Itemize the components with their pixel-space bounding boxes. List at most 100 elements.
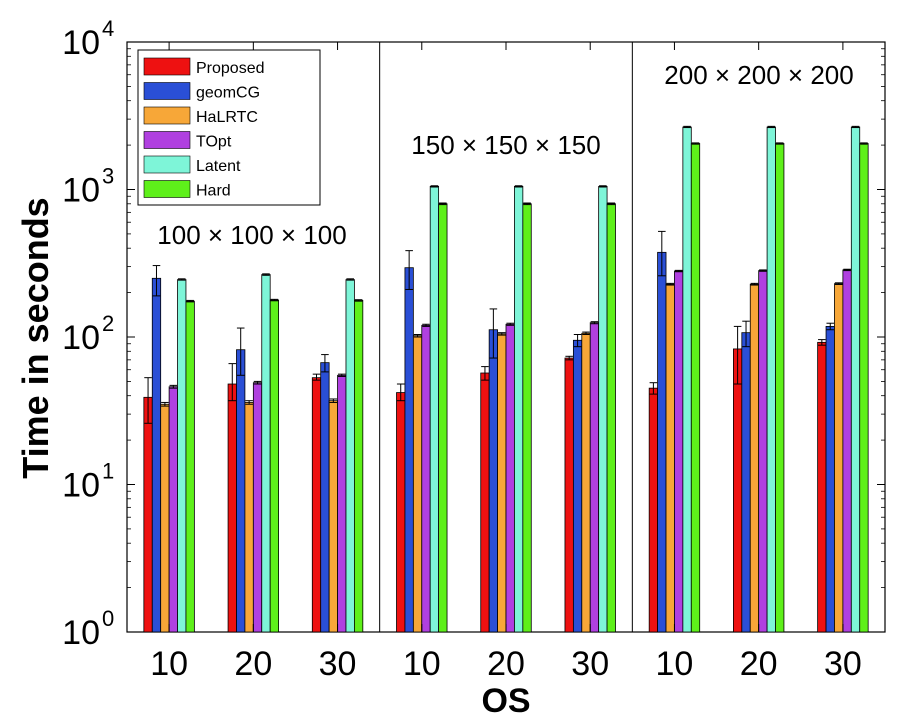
- bar-halrtc-6: [665, 283, 675, 633]
- bar-topt-8: [842, 269, 852, 633]
- panel-labels: 100 × 100 × 100 150 × 150 × 150 200 × 200 …: [157, 60, 853, 250]
- bar-topt-7: [758, 270, 768, 633]
- bar-topt-3: [421, 324, 431, 633]
- legend-label-topt: TOpt: [196, 134, 232, 151]
- bar-latent-8: [850, 126, 861, 633]
- bar-geomcg-8: [825, 325, 835, 633]
- bar-proposed-4: [480, 372, 490, 633]
- legend: Proposed geomCG HaLRTC TOpt Latent Hard: [137, 49, 321, 206]
- legend-label-latent: Latent: [196, 158, 241, 175]
- bar-latent-7: [766, 126, 776, 633]
- bar-hard-1: [269, 299, 279, 633]
- bar-latent-2: [345, 279, 355, 633]
- bar-halrtc-7: [749, 283, 760, 633]
- legend-swatch-topt: [143, 131, 191, 149]
- y-tick-exponent: 4: [102, 16, 114, 41]
- x-tick-label: 30: [824, 645, 862, 683]
- bar-topt-5: [589, 322, 600, 633]
- bar-hard-8: [859, 143, 869, 633]
- x-axis-label: OS: [481, 682, 530, 720]
- bar-halrtc-4: [497, 333, 507, 633]
- bar-geomcg-4: [488, 329, 498, 633]
- bar-hard-7: [775, 143, 785, 633]
- y-tick-exponent: 1: [102, 459, 114, 484]
- bar-hard-2: [353, 300, 364, 633]
- bar-topt-0: [168, 386, 178, 633]
- legend-box: [137, 49, 321, 206]
- bar-proposed-1: [227, 383, 237, 633]
- bar-geomcg-0: [151, 277, 162, 633]
- bar-topt-1: [252, 382, 263, 633]
- bar-proposed-0: [143, 396, 153, 633]
- legend-label-hard: Hard: [196, 183, 231, 200]
- bar-latent-3: [429, 185, 440, 633]
- x-tick-label: 20: [740, 645, 778, 683]
- bar-halrtc-3: [412, 335, 423, 633]
- legend-label-halrtc: HaLRTC: [196, 109, 258, 126]
- legend-swatch-hard: [143, 180, 191, 198]
- bar-topt-2: [337, 374, 347, 633]
- legend-swatch-halrtc: [143, 106, 191, 125]
- bar-topt-4: [505, 323, 515, 633]
- x-tick-label: 10: [656, 645, 694, 683]
- x-tick-label: 20: [487, 645, 525, 683]
- bars: [143, 126, 869, 633]
- legend-label-geomcg: geomCG: [196, 85, 260, 102]
- bar-halrtc-8: [834, 283, 844, 633]
- bar-proposed-8: [817, 341, 827, 633]
- bar-halrtc-0: [160, 403, 170, 633]
- x-tick-label: 20: [234, 645, 272, 683]
- panel-separators: [379, 42, 633, 632]
- bar-hard-3: [438, 203, 448, 633]
- bar-proposed-6: [648, 387, 659, 633]
- bar-hard-5: [606, 203, 616, 633]
- legend-swatch-geomcg: [143, 82, 191, 100]
- bar-latent-4: [514, 185, 524, 633]
- y-tick-exponent: 3: [102, 164, 114, 189]
- bar-topt-6: [674, 270, 684, 633]
- bar-halrtc-2: [328, 400, 338, 633]
- bar-latent-1: [261, 274, 271, 633]
- bar-latent-5: [598, 185, 608, 633]
- bar-hard-0: [185, 300, 195, 633]
- legend-label-proposed: Proposed: [196, 60, 265, 77]
- bar-halrtc-1: [244, 402, 254, 633]
- bar-proposed-3: [396, 392, 406, 633]
- bar-geomcg-7: [741, 332, 751, 633]
- y-tick-exponent: 0: [102, 606, 114, 631]
- bar-proposed-7: [733, 348, 743, 633]
- panel-label: 100 × 100 × 100: [157, 220, 346, 250]
- y-tick-exponent: 2: [102, 311, 114, 336]
- bar-proposed-5: [564, 357, 574, 633]
- bar-latent-6: [682, 126, 692, 633]
- y-tick-label: 10: [62, 24, 100, 62]
- y-axis-label: Time in seconds: [15, 197, 56, 478]
- x-tick-label: 10: [403, 645, 441, 683]
- x-axis: 10 20 30 10 20 30 10 20 30: [150, 42, 862, 683]
- bar-hard-4: [522, 203, 532, 633]
- bar-geomcg-5: [572, 339, 583, 633]
- panel-label: 150 × 150 × 150: [411, 130, 600, 160]
- error-bars: [144, 125, 868, 424]
- legend-swatch-proposed: [143, 57, 191, 76]
- panel-label: 200 × 200 × 200: [664, 60, 853, 90]
- x-tick-label: 30: [571, 645, 609, 683]
- bar-proposed-2: [311, 377, 322, 633]
- bar-hard-6: [690, 143, 701, 633]
- bar-geomcg-6: [657, 251, 667, 633]
- y-tick-label: 10: [62, 614, 100, 652]
- legend-swatch-latent: [143, 155, 191, 174]
- y-tick-label: 10: [62, 172, 100, 210]
- x-tick-label: 10: [150, 645, 188, 683]
- x-tick-label: 30: [319, 645, 357, 683]
- bar-latent-0: [177, 279, 187, 633]
- bar-geomcg-2: [320, 362, 330, 633]
- y-tick-label: 10: [62, 467, 100, 505]
- y-tick-label: 10: [62, 319, 100, 357]
- bar-geomcg-3: [404, 267, 414, 633]
- bar-halrtc-5: [581, 332, 591, 633]
- bar-geomcg-1: [236, 349, 246, 633]
